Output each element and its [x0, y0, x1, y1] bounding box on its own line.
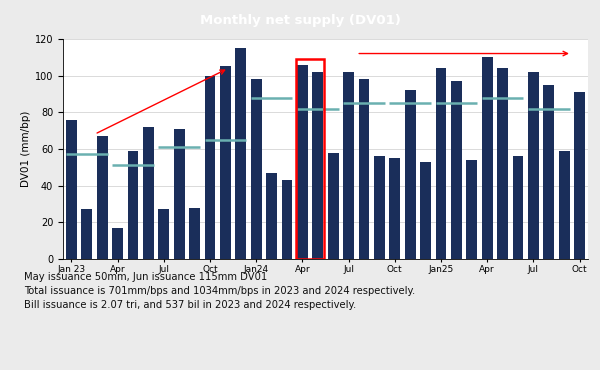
Bar — [266, 173, 277, 259]
Bar — [436, 68, 446, 259]
Bar — [112, 228, 123, 259]
Bar — [374, 156, 385, 259]
Bar — [328, 152, 338, 259]
Y-axis label: DV01 (mm/bp): DV01 (mm/bp) — [20, 111, 31, 187]
Bar — [66, 120, 77, 259]
Bar — [82, 209, 92, 259]
Bar — [574, 92, 585, 259]
Bar — [466, 160, 477, 259]
Text: May issuance 50mm, Jun issuance 115mm DV01
Total issuance is 701mm/bps and 1034m: May issuance 50mm, Jun issuance 115mm DV… — [24, 272, 415, 310]
Text: Monthly net supply (DV01): Monthly net supply (DV01) — [200, 14, 400, 27]
Bar — [528, 72, 539, 259]
Bar — [128, 151, 139, 259]
Bar — [359, 79, 370, 259]
Bar — [143, 127, 154, 259]
Bar — [512, 156, 523, 259]
Bar — [482, 57, 493, 259]
Bar — [389, 158, 400, 259]
Bar — [174, 129, 185, 259]
Bar — [158, 209, 169, 259]
Bar — [205, 75, 215, 259]
Bar — [251, 79, 262, 259]
Bar — [497, 68, 508, 259]
Bar — [544, 85, 554, 259]
Bar — [97, 136, 107, 259]
Bar — [405, 90, 416, 259]
Bar — [281, 180, 292, 259]
Bar — [220, 66, 231, 259]
Bar — [189, 208, 200, 259]
Bar — [296, 59, 325, 259]
Bar — [313, 72, 323, 259]
Bar — [235, 48, 246, 259]
Bar — [559, 151, 569, 259]
Bar — [420, 162, 431, 259]
Bar — [297, 64, 308, 259]
Bar — [451, 81, 462, 259]
Bar — [343, 72, 354, 259]
